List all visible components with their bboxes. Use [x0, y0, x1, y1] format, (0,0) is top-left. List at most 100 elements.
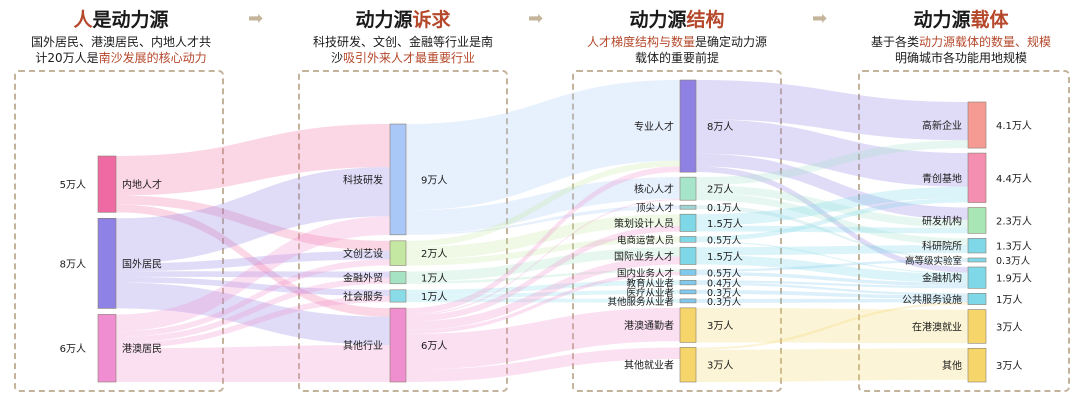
node-c7	[967, 293, 987, 305]
node-t3	[679, 204, 697, 210]
header-people: 人是动力源 国外居民、港澳居民、内地人才共 计20万人是南沙发展的核心动力	[10, 8, 232, 66]
flow-t5-c2	[696, 198, 968, 242]
node-t10	[679, 298, 697, 304]
node-value-c5: 0.3万人	[996, 256, 1031, 267]
flow-s1-d1	[116, 124, 390, 196]
flow-t2-c4	[696, 193, 968, 246]
frame-carrier	[858, 70, 1070, 392]
header-people-subtitle: 国外居民、港澳居民、内地人才共 计20万人是南沙发展的核心动力	[30, 35, 211, 65]
node-value-d1: 9万人	[421, 174, 447, 186]
node-c5	[967, 257, 987, 263]
flow-t8-c7	[696, 282, 968, 296]
flow-t12-c7	[696, 302, 968, 350]
header-demand-subtitle: 科技研发、文创、金融等行业是南 沙吸引外来人才最重要行业	[312, 35, 493, 65]
node-value-c3: 2.3万人	[996, 215, 1032, 227]
node-t8	[679, 279, 697, 286]
flow-s2-d4	[116, 276, 390, 296]
node-label-c7: 公共服务设施	[902, 293, 962, 306]
flow-s2-d1	[116, 167, 390, 264]
node-label-t12: 其他就业者	[624, 359, 674, 372]
flow-d3-t7	[406, 269, 680, 284]
node-d4	[389, 289, 407, 303]
flow-s3-d2	[116, 259, 390, 337]
flow-s1-d5	[116, 204, 390, 317]
node-value-t7: 0.5万人	[707, 268, 742, 279]
flow-t4-c3	[696, 225, 968, 234]
flow-t1-c6	[696, 166, 968, 273]
node-value-c8: 3万人	[996, 321, 1022, 333]
node-d2	[389, 240, 407, 266]
arrow-right-icon: ➡	[248, 8, 264, 29]
flow-t3-c5	[696, 205, 968, 260]
flow-s3-d5	[116, 345, 390, 382]
flow-d1-t2	[406, 177, 680, 234]
node-d3	[389, 271, 407, 285]
flow-d5-t12	[406, 347, 680, 382]
node-value-s1: 5万人	[60, 179, 86, 191]
node-t12	[679, 347, 697, 383]
frame-structure	[572, 70, 782, 392]
node-value-t4: 1.5万人	[707, 218, 743, 230]
node-c1	[967, 101, 987, 149]
flow-t2-c1	[696, 140, 968, 186]
node-value-c9: 3万人	[996, 360, 1022, 372]
node-value-c1: 4.1万人	[996, 120, 1032, 132]
node-label-d1: 科技研发	[343, 173, 383, 186]
node-label-t8: 教育从业者	[626, 278, 674, 290]
node-value-t5: 0.5万人	[707, 235, 742, 246]
node-value-t10: 0.3万人	[707, 297, 742, 308]
flow-t1-c3	[696, 153, 968, 220]
header-demand: 动力源诉求 科技研发、文创、金融等行业是南 沙吸引外来人才最重要行业	[292, 8, 514, 66]
node-s1	[97, 155, 117, 213]
frame-people	[14, 70, 224, 392]
node-label-c3: 研发机构	[922, 214, 962, 227]
node-label-d2: 文创艺设	[343, 247, 383, 260]
node-label-s3: 港澳居民	[122, 342, 162, 355]
node-value-s2: 8万人	[60, 258, 86, 270]
flow-t1-c1	[696, 80, 968, 141]
node-value-s3: 6万人	[60, 343, 86, 355]
node-label-c5: 高等级实验室	[905, 255, 962, 267]
node-value-c7: 1万人	[996, 294, 1022, 306]
node-c2	[967, 152, 987, 203]
flow-t9-c7	[696, 289, 968, 299]
flow-t8-c6	[696, 280, 968, 289]
flow-s2-d2	[116, 250, 390, 272]
node-t4	[679, 213, 697, 232]
node-label-c9: 其他	[942, 359, 962, 372]
node-c8	[967, 309, 987, 344]
node-d1	[389, 123, 407, 236]
node-value-t8: 0.4万人	[707, 279, 742, 290]
node-value-c2: 4.4万人	[996, 173, 1032, 185]
flow-d5-t6	[406, 256, 680, 331]
header-demand-title: 动力源诉求	[355, 9, 451, 31]
header-structure-subtitle: 人才梯度结构与数量是确定动力源 载体的重要前提	[586, 35, 768, 65]
flow-d5-t2	[406, 199, 680, 316]
node-t6	[679, 246, 697, 265]
flow-d3-t6	[406, 247, 680, 282]
flow-s1-d2	[116, 195, 390, 251]
node-c6	[967, 266, 987, 289]
flow-d5-t7	[406, 271, 680, 334]
flow-t7-c5	[696, 259, 968, 272]
flow-t1-c2	[696, 119, 968, 187]
node-value-d4: 1万人	[421, 291, 447, 303]
node-label-d5: 其他行业	[343, 339, 383, 352]
node-value-c6: 1.9万人	[996, 273, 1032, 285]
flow-s2-d5	[116, 282, 390, 346]
node-value-d5: 6万人	[421, 340, 447, 352]
node-label-t6: 国际业务人才	[614, 250, 674, 263]
node-c3	[967, 207, 987, 234]
node-label-t2: 核心人才	[634, 183, 674, 196]
node-c4	[967, 238, 987, 254]
node-label-s1: 内地人才	[122, 178, 162, 191]
node-label-d4: 社会服务	[343, 290, 383, 303]
header-structure: 动力源结构 人才梯度结构与数量是确定动力源 载体的重要前提	[566, 8, 788, 66]
node-label-t3: 顶尖人才	[636, 202, 674, 214]
node-t2	[679, 176, 697, 201]
node-value-t2: 2万人	[707, 184, 733, 196]
header-carrier-subtitle: 基于各类动力源载体的数量、规模 明确城市各功能用地规模	[870, 35, 1052, 65]
flow-t6-c6	[696, 255, 968, 283]
